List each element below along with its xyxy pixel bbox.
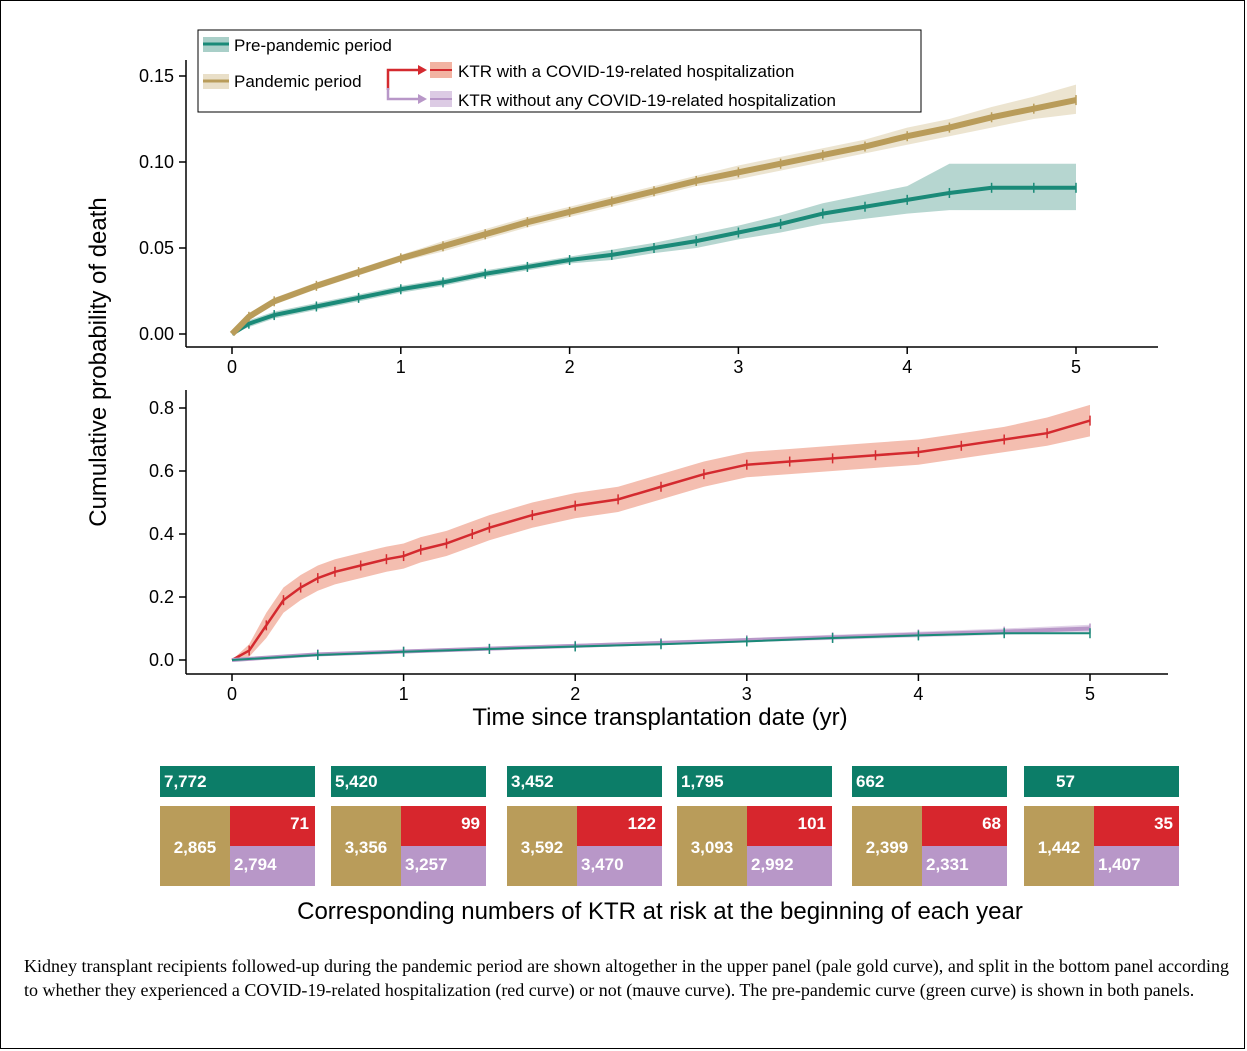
- figure-caption: Kidney transplant recipients followed-up…: [24, 956, 1229, 1000]
- confidence-band: [232, 404, 1090, 660]
- risk-count-prepandemic: 5,420: [331, 766, 486, 797]
- x-tick-label: 1: [396, 357, 406, 377]
- risk-count-prepandemic: 1,795: [677, 766, 832, 797]
- risk-count-pandemic: 1,442: [1024, 806, 1094, 886]
- risk-count-no-covid: 2,794: [230, 846, 315, 886]
- x-tick-label: 3: [733, 357, 743, 377]
- x-tick-label: 0: [227, 684, 237, 704]
- risk-count-pandemic: 3,356: [331, 806, 401, 886]
- y-tick-label: 0.15: [139, 66, 174, 86]
- series-line: [230, 185, 1076, 336]
- risk-count-pandemic: 2,399: [852, 806, 922, 886]
- y-tick-label: 0.2: [149, 587, 174, 607]
- risk-count-covid: 101: [747, 806, 832, 846]
- risk-count-pandemic: 2,865: [160, 806, 230, 886]
- legend-arrow-red: [386, 68, 418, 90]
- x-tick-label: 5: [1085, 684, 1095, 704]
- risk-count-covid: 122: [577, 806, 662, 846]
- bottom-panel: 0 1 2 3 4 5 0.0 0.2 0.4 0.6 0.8: [149, 390, 1168, 704]
- risk-count-no-covid: 3,470: [577, 846, 662, 886]
- risk-count-prepandemic: 57: [1024, 766, 1179, 797]
- risk-count-covid: 99: [401, 806, 486, 846]
- y-tick-label: 0.8: [149, 398, 174, 418]
- risk-count-prepandemic: 7,772: [160, 766, 315, 797]
- legend-label-prepandemic: Pre-pandemic period: [234, 36, 392, 55]
- risk-table-title: Corresponding numbers of KTR at risk at …: [297, 898, 1023, 925]
- y-tick-label: 0.10: [139, 152, 174, 172]
- legend: Pre-pandemic period Pandemic period KTR wi…: [197, 29, 922, 113]
- x-tick-label: 0: [227, 357, 237, 377]
- y-axis-label: Cumulative probability of death: [85, 197, 112, 527]
- y-tick-label: 0.4: [149, 524, 174, 544]
- risk-count-pandemic: 3,093: [677, 806, 747, 886]
- y-tick-label: 0.0: [149, 650, 174, 670]
- legend-box: [197, 29, 922, 113]
- y-tick-label: 0.6: [149, 461, 174, 481]
- risk-count-covid: 71: [230, 806, 315, 846]
- risk-count-pandemic: 3,592: [507, 806, 577, 886]
- x-tick-label: 1: [399, 684, 409, 704]
- x-tick-label: 2: [570, 684, 580, 704]
- legend-label-covid: KTR with a COVID-19-related hospitalizat…: [458, 62, 794, 81]
- risk-count-no-covid: 3,257: [401, 846, 486, 886]
- y-tick-label: 0.00: [139, 324, 174, 344]
- risk-count-covid: 35: [1094, 806, 1179, 846]
- y-tick-label: 0.05: [139, 238, 174, 258]
- x-tick-label: 3: [742, 684, 752, 704]
- legend-arrowhead-red: [418, 65, 427, 75]
- series-line: [231, 419, 1091, 662]
- top-panel: 0 1 2 3 4 5 0.00 0.05 0.10 0.15: [139, 60, 1158, 377]
- risk-count-no-covid: 2,992: [747, 846, 832, 886]
- risk-count-prepandemic: 3,452: [507, 766, 662, 797]
- risk-count-no-covid: 1,407: [1094, 846, 1179, 886]
- risk-count-covid: 68: [922, 806, 1007, 846]
- risk-count-no-covid: 2,331: [922, 846, 1007, 886]
- series-line: [229, 97, 1077, 337]
- x-tick-label: 5: [1071, 357, 1081, 377]
- x-tick-label: 4: [902, 357, 912, 377]
- x-axis-label: Time since transplantation date (yr): [472, 704, 847, 731]
- legend-label-pandemic: Pandemic period: [234, 72, 362, 91]
- legend-arrow-mauve: [386, 88, 418, 101]
- risk-count-prepandemic: 662: [852, 766, 1007, 797]
- x-tick-label: 4: [913, 684, 923, 704]
- legend-arrowhead-mauve: [418, 94, 427, 104]
- legend-label-no-covid: KTR without any COVID-19-related hospita…: [458, 91, 836, 110]
- x-tick-label: 2: [565, 357, 575, 377]
